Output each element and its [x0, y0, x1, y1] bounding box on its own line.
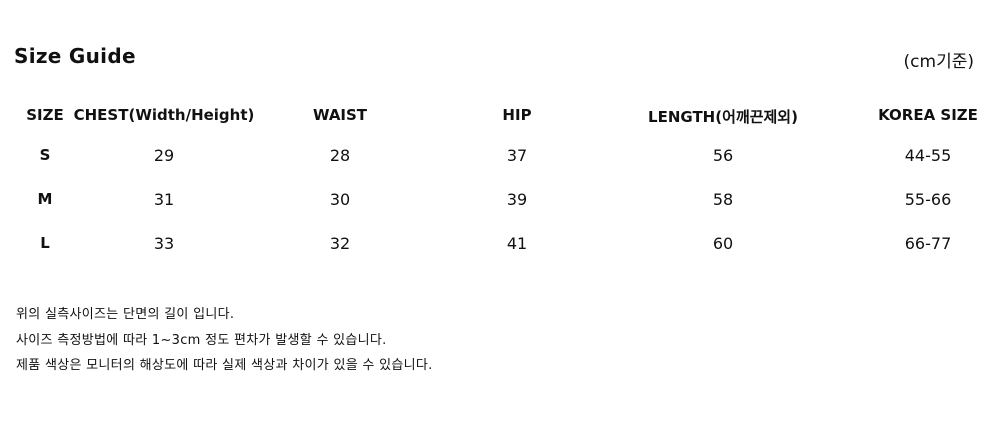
row-size-label: L: [40, 234, 50, 252]
table-cell: 33: [153, 234, 175, 253]
row-size-label: S: [39, 146, 51, 164]
note-line: 사이즈 측정방법에 따라 1~3cm 정도 편차가 발생할 수 있습니다.: [16, 332, 387, 348]
notes: 위의 실측사이즈는 단면의 길이 입니다. 사이즈 측정방법에 따라 1~3cm…: [16, 302, 433, 379]
table-cell: 58: [712, 190, 734, 209]
table-cell: 55-66: [904, 190, 952, 209]
table-cell: 56: [712, 146, 734, 165]
table-cell: 28: [329, 146, 351, 165]
table-cell: 29: [153, 146, 175, 165]
table-cell: 31: [153, 190, 175, 209]
unit-note: (cm기준): [903, 52, 974, 72]
table-cell: 60: [712, 234, 734, 253]
table-cell: 44-55: [904, 146, 952, 165]
column-header: WAIST: [312, 106, 368, 124]
column-header: KOREA SIZE: [878, 106, 978, 124]
table-cell: 30: [329, 190, 351, 209]
row-size-label: M: [37, 190, 53, 208]
column-header: CHEST(Width/Height): [73, 106, 255, 124]
table-cell: 41: [506, 234, 528, 253]
table-cell: 32: [329, 234, 351, 253]
page-title: Size Guide: [14, 44, 136, 68]
note-line: 제품 색상은 모니터의 해상도에 따라 실제 색상과 차이가 있을 수 있습니다…: [16, 358, 433, 373]
column-header: HIP: [502, 106, 532, 124]
table-cell: 37: [506, 146, 528, 165]
table-cell: 66-77: [904, 234, 952, 253]
column-header: SIZE: [26, 106, 64, 124]
column-header: LENGTH(어깨끈제외): [648, 108, 798, 126]
note-line: 위의 실측사이즈는 단면의 길이 입니다.: [16, 307, 235, 322]
table-cell: 39: [506, 190, 528, 209]
